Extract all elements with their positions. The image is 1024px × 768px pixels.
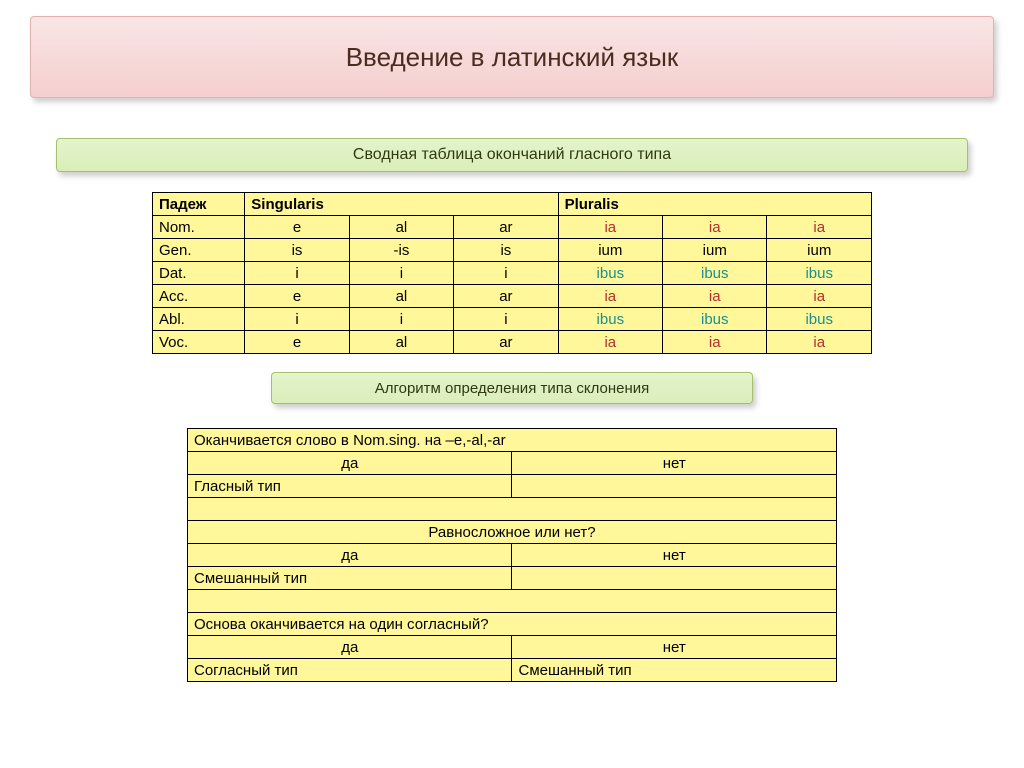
algo-a2-right bbox=[512, 567, 837, 590]
algo-no: нет bbox=[512, 636, 837, 659]
sing-cell: ar bbox=[454, 331, 558, 354]
table-row: Nom.ealariaiaia bbox=[153, 216, 872, 239]
algo-a3-right: Смешанный тип bbox=[512, 659, 837, 682]
plur-cell: ium bbox=[663, 239, 767, 262]
row-label: Voc. bbox=[153, 331, 245, 354]
sing-cell: i bbox=[454, 262, 558, 285]
algo-spacer bbox=[188, 590, 837, 613]
col-plur: Pluralis bbox=[558, 193, 871, 216]
table-row: Dat.iiiibusibusibus bbox=[153, 262, 872, 285]
sing-cell: e bbox=[245, 331, 349, 354]
row-label: Nom. bbox=[153, 216, 245, 239]
table-row: Gen.is-isisiumiumium bbox=[153, 239, 872, 262]
plur-cell: ia bbox=[663, 331, 767, 354]
row-label: Gen. bbox=[153, 239, 245, 262]
plur-cell: ium bbox=[767, 239, 872, 262]
plur-cell: ia bbox=[558, 331, 662, 354]
table-row: Abl.iiiibusibusibus bbox=[153, 308, 872, 331]
sing-cell: al bbox=[349, 331, 453, 354]
endings-table: Падеж Singularis Pluralis Nom.ealariaiai… bbox=[152, 192, 872, 354]
plur-cell: ibus bbox=[767, 262, 872, 285]
sing-cell: i bbox=[349, 308, 453, 331]
plur-cell: ia bbox=[663, 285, 767, 308]
plur-cell: ia bbox=[767, 216, 872, 239]
sing-cell: i bbox=[245, 308, 349, 331]
algo-title: Алгоритм определения типа склонения bbox=[375, 380, 650, 397]
algo-no: нет bbox=[512, 544, 837, 567]
algo-a1-right bbox=[512, 475, 837, 498]
algo-a1-left: Гласный тип bbox=[188, 475, 512, 498]
col-case: Падеж bbox=[153, 193, 245, 216]
algo-a2-left: Смешанный тип bbox=[188, 567, 512, 590]
col-sing: Singularis bbox=[245, 193, 558, 216]
sing-cell: is bbox=[454, 239, 558, 262]
algo-banner: Алгоритм определения типа склонения bbox=[271, 372, 753, 404]
sing-cell: ar bbox=[454, 216, 558, 239]
plur-cell: ia bbox=[663, 216, 767, 239]
plur-cell: ibus bbox=[663, 308, 767, 331]
sing-cell: -is bbox=[349, 239, 453, 262]
sing-cell: e bbox=[245, 216, 349, 239]
algo-yes: да bbox=[188, 544, 512, 567]
plur-cell: ia bbox=[558, 285, 662, 308]
plur-cell: ia bbox=[767, 285, 872, 308]
algo-yes: да bbox=[188, 636, 512, 659]
sing-cell: e bbox=[245, 285, 349, 308]
plur-cell: ium bbox=[558, 239, 662, 262]
sing-cell: i bbox=[349, 262, 453, 285]
algo-q2: Равносложное или нет? bbox=[188, 521, 837, 544]
sing-cell: i bbox=[245, 262, 349, 285]
algo-yes: да bbox=[188, 452, 512, 475]
plur-cell: ibus bbox=[663, 262, 767, 285]
title-banner: Введение в латинский язык bbox=[30, 16, 994, 98]
sing-cell: al bbox=[349, 285, 453, 308]
sing-cell: al bbox=[349, 216, 453, 239]
algo-a3-left: Согласный тип bbox=[188, 659, 512, 682]
plur-cell: ibus bbox=[767, 308, 872, 331]
row-label: Abl. bbox=[153, 308, 245, 331]
row-label: Dat. bbox=[153, 262, 245, 285]
algo-q1: Оканчивается слово в Nom.sing. на –e,-al… bbox=[188, 429, 837, 452]
sing-cell: ar bbox=[454, 285, 558, 308]
table-row: Acc.ealariaiaia bbox=[153, 285, 872, 308]
plur-cell: ia bbox=[558, 216, 662, 239]
plur-cell: ia bbox=[767, 331, 872, 354]
algo-q3: Основа оканчивается на один согласный? bbox=[188, 613, 837, 636]
table-header-row: Падеж Singularis Pluralis bbox=[153, 193, 872, 216]
page-title: Введение в латинский язык bbox=[346, 42, 679, 73]
subtitle-text: Сводная таблица окончаний гласного типа bbox=[353, 146, 671, 164]
sing-cell: is bbox=[245, 239, 349, 262]
table-row: Voc.ealariaiaia bbox=[153, 331, 872, 354]
subtitle-banner: Сводная таблица окончаний гласного типа bbox=[56, 138, 968, 172]
sing-cell: i bbox=[454, 308, 558, 331]
plur-cell: ibus bbox=[558, 308, 662, 331]
algo-table: Оканчивается слово в Nom.sing. на –e,-al… bbox=[187, 428, 837, 682]
algo-no: нет bbox=[512, 452, 837, 475]
plur-cell: ibus bbox=[558, 262, 662, 285]
row-label: Acc. bbox=[153, 285, 245, 308]
algo-spacer bbox=[188, 498, 837, 521]
